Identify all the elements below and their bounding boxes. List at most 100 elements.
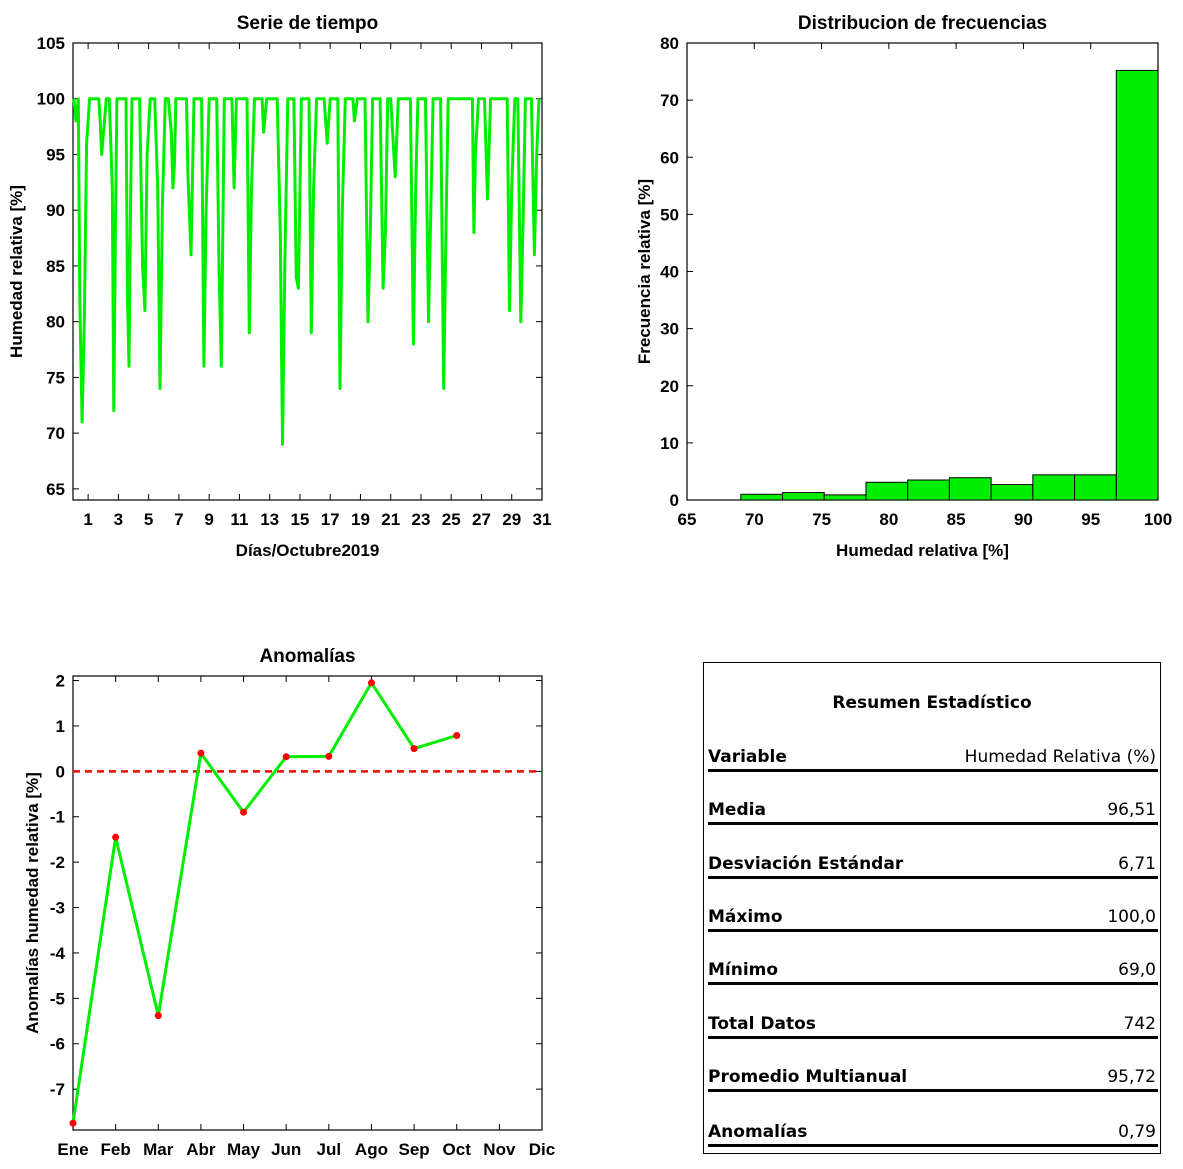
histogram-bar: [990, 484, 1034, 501]
summary-row-anomalias: Anomalías 0,79: [708, 1118, 1158, 1147]
x-tick-label: Jun: [271, 1140, 301, 1159]
y-tick-label: 30: [660, 320, 679, 339]
y-tick-label: 65: [46, 480, 65, 499]
x-tick-label: 23: [412, 510, 431, 529]
y-tick-label: 105: [37, 34, 65, 53]
y-tick-label: 50: [660, 205, 679, 224]
y-tick-label: 60: [660, 148, 679, 167]
summary-row-value: 95,72: [1107, 1067, 1156, 1087]
anomaly-point: [282, 753, 290, 761]
summary-row-value: 96,51: [1107, 800, 1156, 820]
y-tick-label: 95: [46, 145, 65, 164]
summary-header-value: Humedad Relativa (%): [964, 747, 1156, 767]
summary-row-minimo: Mínimo 69,0: [708, 956, 1158, 985]
anomaly-line: [71, 681, 458, 1124]
summary-row-maximo: Máximo 100,0: [708, 903, 1158, 932]
summary-row-desviacion: Desviación Estándar 6,71: [708, 850, 1158, 879]
plot-frame: [72, 675, 543, 1131]
summary-row-label: Media: [708, 800, 766, 820]
y-tick-label: 100: [37, 90, 65, 109]
histogram-bar: [948, 477, 992, 501]
summary-row-total: Total Datos 742: [708, 1010, 1158, 1039]
x-tick-label: 5: [144, 510, 153, 529]
x-tick-label: 13: [260, 510, 279, 529]
y-tick-label: 0: [670, 491, 679, 510]
x-tick-label: 25: [442, 510, 461, 529]
summary-row-label: Anomalías: [708, 1122, 808, 1142]
y-tick-label: -7: [50, 1080, 65, 1099]
x-tick-label: Feb: [101, 1140, 131, 1159]
summary-row-value: 0,79: [1118, 1122, 1156, 1142]
y-tick-label: 80: [660, 34, 679, 53]
x-tick-label: 85: [947, 510, 966, 529]
x-axis-label: Días/Octubre2019: [236, 541, 380, 560]
anomaly-point: [453, 731, 461, 739]
x-tick-label: May: [227, 1140, 261, 1159]
y-axis-label: Anomalías humedad relativa [%]: [23, 772, 42, 1034]
anomaly-point: [367, 679, 375, 687]
y-tick-label: 70: [660, 91, 679, 110]
x-tick-label: 80: [879, 510, 898, 529]
histogram-bar: [865, 481, 909, 501]
summary-row-label: Promedio Multianual: [708, 1067, 908, 1087]
summary-header-row: Variable Humedad Relativa (%): [708, 743, 1158, 772]
y-tick-label: -1: [50, 808, 65, 827]
x-tick-label: 15: [290, 510, 309, 529]
y-tick-label: -3: [50, 899, 65, 918]
x-tick-label: 100: [1144, 510, 1172, 529]
summary-row-media: Media 96,51: [708, 796, 1158, 825]
plot-frame: [72, 42, 543, 501]
summary-row-label: Máximo: [708, 907, 783, 927]
x-tick-label: 75: [812, 510, 831, 529]
x-tick-label: 70: [745, 510, 764, 529]
x-tick-label: 19: [351, 510, 370, 529]
x-tick-label: 90: [1014, 510, 1033, 529]
x-tick-label: 65: [678, 510, 697, 529]
plot-frame: [686, 42, 1159, 501]
histogram-bar: [1074, 474, 1117, 501]
y-axis-label: Humedad relativa [%]: [7, 185, 26, 358]
summary-row-value: 6,71: [1118, 854, 1156, 874]
x-tick-label: Abr: [186, 1140, 216, 1159]
x-tick-label: Oct: [443, 1140, 472, 1159]
x-tick-label: Ago: [355, 1140, 388, 1159]
x-tick-label: 7: [174, 510, 183, 529]
y-tick-label: -6: [50, 1035, 65, 1054]
anomaly-point: [240, 808, 248, 816]
histogram-bar: [823, 494, 867, 501]
x-tick-label: Ene: [57, 1140, 88, 1159]
x-tick-label: 11: [230, 510, 248, 529]
y-tick-label: 10: [660, 434, 679, 453]
anomaly-point: [325, 752, 333, 760]
x-tick-label: Dic: [529, 1140, 555, 1159]
chart-title: Anomalías: [259, 646, 355, 667]
histogram-plot: Distribucion de frecuencias Humedad relat…: [635, 13, 1172, 560]
x-tick-label: 95: [1081, 510, 1100, 529]
summary-row-value: 100,0: [1107, 907, 1156, 927]
anomaly-point: [197, 749, 205, 757]
summary-header-label: Variable: [708, 747, 787, 767]
summary-table: Resumen Estadístico Variable Humedad Rel…: [703, 662, 1161, 1154]
series-line: [72, 97, 541, 446]
y-axis-label: Frecuencia relativa [%]: [635, 179, 654, 364]
y-tick-label: 80: [46, 313, 65, 332]
summary-row-promedio: Promedio Multianual 95,72: [708, 1063, 1158, 1092]
histogram-bar: [1032, 474, 1076, 501]
y-tick-label: -4: [50, 944, 66, 963]
y-tick-label: 75: [46, 368, 65, 387]
histogram-bar: [1115, 69, 1159, 501]
summary-row-label: Total Datos: [708, 1014, 816, 1034]
histogram-bar: [740, 493, 784, 501]
x-tick-label: 9: [204, 510, 213, 529]
x-tick-label: Mar: [143, 1140, 174, 1159]
histogram-bar: [782, 492, 825, 501]
y-tick-label: 70: [46, 424, 65, 443]
x-tick-label: 3: [114, 510, 123, 529]
summary-row-label: Desviación Estándar: [708, 854, 904, 874]
x-tick-label: 27: [472, 510, 491, 529]
time-series-plot: Serie de tiempo Días/Octubre2019 Humedad r…: [7, 13, 551, 560]
y-tick-label: -5: [50, 989, 65, 1008]
anomaly-point: [410, 745, 418, 753]
anomaly-point: [112, 833, 120, 841]
x-tick-label: Sep: [398, 1140, 429, 1159]
